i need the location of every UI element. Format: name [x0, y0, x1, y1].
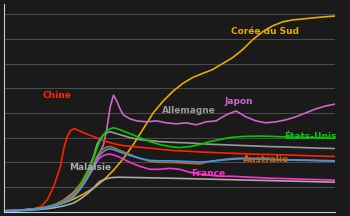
Text: Malaisie: Malaisie: [69, 163, 111, 172]
Text: Allemagne: Allemagne: [161, 106, 215, 116]
Text: Japon: Japon: [224, 97, 253, 106]
Text: Corée du Sud: Corée du Sud: [231, 27, 299, 36]
Text: Australie: Australie: [243, 155, 289, 164]
Text: France: France: [191, 169, 225, 178]
Text: Chine: Chine: [42, 91, 71, 100]
Text: États-Unis: États-Unis: [284, 132, 337, 141]
